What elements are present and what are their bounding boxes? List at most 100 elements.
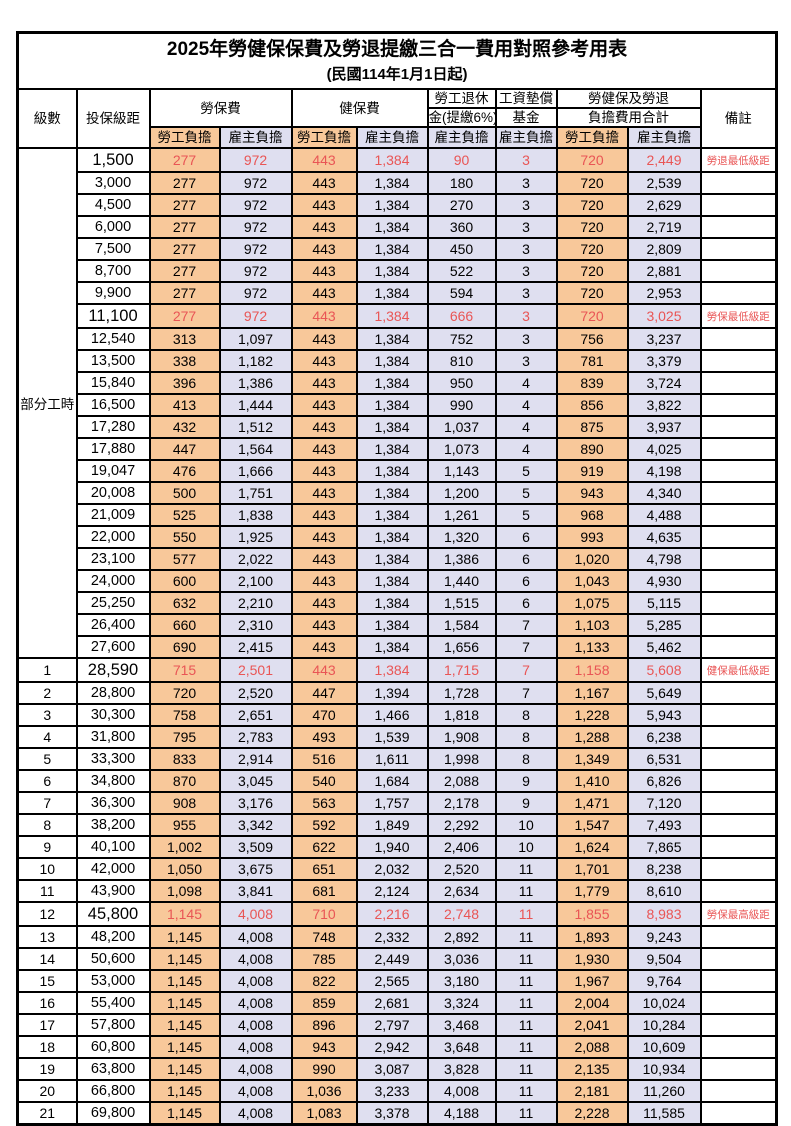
premium-table: 2025年勞健保保費及勞退提繳三合一費用對照參考用表 (民國114年1月1日起)…	[16, 31, 779, 1126]
cell-note	[699, 969, 778, 993]
table-row: 9,900 277 972 443 1,384 594 3 720 2,953	[18, 281, 778, 305]
cell-labor-employer: 972	[218, 303, 293, 329]
cell-total-employee: 2,181	[555, 1079, 629, 1103]
cell-pension-employer: 2,748	[426, 901, 497, 927]
cell-labor-employer: 4,008	[218, 969, 293, 993]
cell-total-employer: 11,585	[626, 1101, 702, 1126]
cell-total-employee: 720	[555, 193, 629, 217]
cell-total-employer: 2,449	[626, 147, 702, 173]
cell-bracket: 22,000	[75, 525, 151, 549]
cell-level: 17	[16, 1013, 78, 1037]
cell-total-employee: 1,020	[555, 547, 629, 571]
cell-bracket: 12,540	[75, 327, 151, 351]
cell-health-employer: 1,384	[355, 547, 429, 571]
cell-health-employee: 443	[290, 349, 358, 373]
table-row: 6 34,800 870 3,045 540 1,684 2,088 9 1,410 6,826	[16, 769, 778, 793]
cell-health-employee: 443	[290, 237, 358, 261]
cell-total-employer: 3,025	[626, 303, 702, 329]
cell-total-employee: 2,135	[555, 1057, 629, 1081]
cell-bracket: 53,000	[75, 969, 151, 993]
cell-total-employer: 10,024	[626, 991, 702, 1015]
cell-total-employer: 4,025	[626, 437, 702, 461]
cell-bracket: 25,250	[75, 591, 151, 615]
cell-note	[699, 237, 778, 261]
cell-total-employer: 7,493	[626, 813, 702, 837]
cell-pension-employer: 3,828	[426, 1057, 497, 1081]
cell-note	[699, 1035, 778, 1059]
cell-labor-employee: 833	[148, 747, 221, 771]
cell-health-employer: 1,384	[355, 193, 429, 217]
cell-total-employer: 4,488	[626, 503, 702, 527]
cell-labor-employer: 972	[218, 147, 293, 173]
cell-total-employee: 720	[555, 259, 629, 283]
cell-labor-employee: 600	[148, 569, 221, 593]
cell-health-employer: 1,384	[355, 259, 429, 283]
cell-total-employee: 2,041	[555, 1013, 629, 1037]
cell-note	[699, 215, 778, 239]
cell-pension-employer: 3,324	[426, 991, 497, 1015]
table-row: 3 30,300 758 2,651 470 1,466 1,818 8 1,228 5,943	[16, 703, 778, 727]
cell-total-employer: 3,937	[626, 415, 702, 439]
subheader-total-employer: 雇主負擔	[626, 126, 702, 149]
cell-labor-employer: 972	[218, 237, 293, 261]
cell-pension-employer: 1,656	[426, 635, 497, 659]
cell-wage-fund-employer: 11	[494, 969, 558, 993]
cell-bracket: 3,000	[75, 171, 151, 195]
cell-bracket: 60,800	[75, 1035, 151, 1059]
cell-health-employee: 443	[290, 215, 358, 239]
cell-health-employee: 443	[290, 437, 358, 461]
cell-health-employer: 1,940	[355, 835, 429, 859]
table-row: 8 38,200 955 3,342 592 1,849 2,292 10 1,547 7,493	[16, 813, 778, 837]
cell-health-employer: 2,942	[355, 1035, 429, 1059]
cell-health-employee: 447	[290, 681, 358, 705]
cell-total-employer: 3,379	[626, 349, 702, 373]
cell-wage-fund-employer: 11	[494, 1057, 558, 1081]
cell-total-employee: 1,167	[555, 681, 629, 705]
cell-health-employee: 563	[290, 791, 358, 815]
table-body: 部分工時 1,500 277 972 443 1,384 90 3 720 2,449 勞退最低級距…	[16, 147, 778, 1126]
cell-note	[699, 569, 778, 593]
subheader-total-employee: 勞工負擔	[555, 126, 629, 149]
cell-health-employee: 443	[290, 371, 358, 395]
cell-note	[699, 747, 778, 771]
cell-wage-fund-employer: 4	[494, 415, 558, 439]
table-row: 20,008 500 1,751 443 1,384 1,200 5 943 4,340	[18, 481, 778, 505]
table-row: 11,100 277 972 443 1,384 666 3 720 3,025 勞保最低級距	[18, 303, 778, 329]
cell-note	[699, 525, 778, 549]
cell-wage-fund-employer: 3	[494, 259, 558, 283]
cell-level: 18	[16, 1035, 78, 1059]
cell-health-employee: 896	[290, 1013, 358, 1037]
cell-health-employee: 443	[290, 193, 358, 217]
cell-bracket: 23,100	[75, 547, 151, 571]
cell-bracket: 48,200	[75, 925, 151, 949]
cell-total-employee: 720	[555, 147, 629, 173]
cell-pension-employer: 752	[426, 327, 497, 351]
cell-health-employer: 1,384	[355, 459, 429, 483]
cell-level: 5	[16, 747, 78, 771]
cell-note	[699, 1013, 778, 1037]
cell-level: 1	[16, 657, 78, 683]
cell-wage-fund-employer: 4	[494, 393, 558, 417]
cell-total-employer: 6,531	[626, 747, 702, 771]
cell-labor-employer: 1,182	[218, 349, 293, 373]
cell-labor-employee: 277	[148, 259, 221, 283]
cell-health-employee: 516	[290, 747, 358, 771]
cell-pension-employer: 1,073	[426, 437, 497, 461]
cell-wage-fund-employer: 3	[494, 349, 558, 373]
cell-labor-employee: 1,145	[148, 1013, 221, 1037]
cell-total-employee: 1,624	[555, 835, 629, 859]
cell-note	[699, 415, 778, 439]
table-row: 12,540 313 1,097 443 1,384 752 3 756 3,237	[18, 327, 778, 351]
cell-total-employer: 4,798	[626, 547, 702, 571]
cell-bracket: 16,500	[75, 393, 151, 417]
cell-health-employee: 1,083	[290, 1101, 358, 1126]
subheader-labor-employee: 勞工負擔	[148, 126, 221, 149]
cell-health-employee: 443	[290, 657, 358, 683]
table-row: 10 42,000 1,050 3,675 651 2,032 2,520 11 1,701 8,…	[16, 857, 778, 881]
cell-level: 12	[16, 901, 78, 927]
cell-labor-employee: 690	[148, 635, 221, 659]
cell-note	[699, 591, 778, 615]
subheader-pension-employer: 雇主負擔	[426, 126, 497, 149]
cell-health-employer: 1,384	[355, 503, 429, 527]
table-row: 15,840 396 1,386 443 1,384 950 4 839 3,724	[18, 371, 778, 395]
